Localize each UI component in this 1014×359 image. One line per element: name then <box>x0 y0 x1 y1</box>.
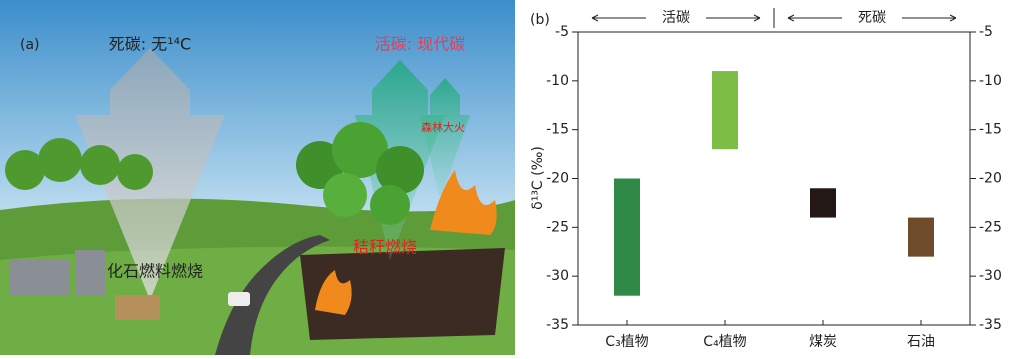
bar <box>712 71 738 149</box>
bar <box>614 179 640 296</box>
y2-tick-label: -35 <box>979 317 1002 333</box>
bar <box>810 188 836 217</box>
bar <box>908 218 934 257</box>
y2-tick-label: -15 <box>979 122 1002 138</box>
group-label: 死碳 <box>858 10 886 26</box>
y-tick-label: -10 <box>546 73 569 89</box>
y2-tick-label: -25 <box>979 219 1002 235</box>
live-carbon-label: 活碳: 现代碳 <box>375 35 465 54</box>
straw-burning-label: 秸秆燃烧 <box>353 238 417 257</box>
x-tick-label: 石油 <box>907 334 935 350</box>
dead-carbon-label: 死碳: 无¹⁴C <box>109 35 191 54</box>
x-tick-label: C₃植物 <box>605 334 648 350</box>
car <box>228 292 250 306</box>
illustration: (a) 死碳: 无¹⁴C 活碳: 现代碳 森林大火 化石燃料燃烧 秸秆燃烧 <box>0 0 515 355</box>
panel-label: (a) <box>20 37 40 53</box>
y2-tick-label: -5 <box>979 24 993 40</box>
fossil-fuel-label: 化石燃料燃烧 <box>107 262 203 281</box>
figure: (a) 死碳: 无¹⁴C 活碳: 现代碳 森林大火 化石燃料燃烧 秸秆燃烧 (b… <box>0 0 1014 355</box>
x-tick-label: C₄植物 <box>703 334 746 350</box>
y2-tick-label: -20 <box>979 171 1002 187</box>
forest-fire-label: 森林大火 <box>421 120 465 134</box>
panel-label: (b) <box>530 12 550 28</box>
y2-tick-label: -30 <box>979 268 1002 284</box>
y-tick-label: -15 <box>546 122 569 138</box>
y-tick-label: -25 <box>546 219 569 235</box>
y-axis-label: δ¹³C (‰) <box>530 146 546 210</box>
group-label: 活碳 <box>662 10 690 26</box>
y2-tick-label: -10 <box>979 73 1002 89</box>
y-tick-label: -30 <box>546 268 569 284</box>
y-tick-label: -20 <box>546 171 569 187</box>
y-tick-label: -35 <box>546 317 569 333</box>
y-tick-label: -5 <box>555 24 569 40</box>
x-tick-label: 煤炭 <box>809 334 837 350</box>
